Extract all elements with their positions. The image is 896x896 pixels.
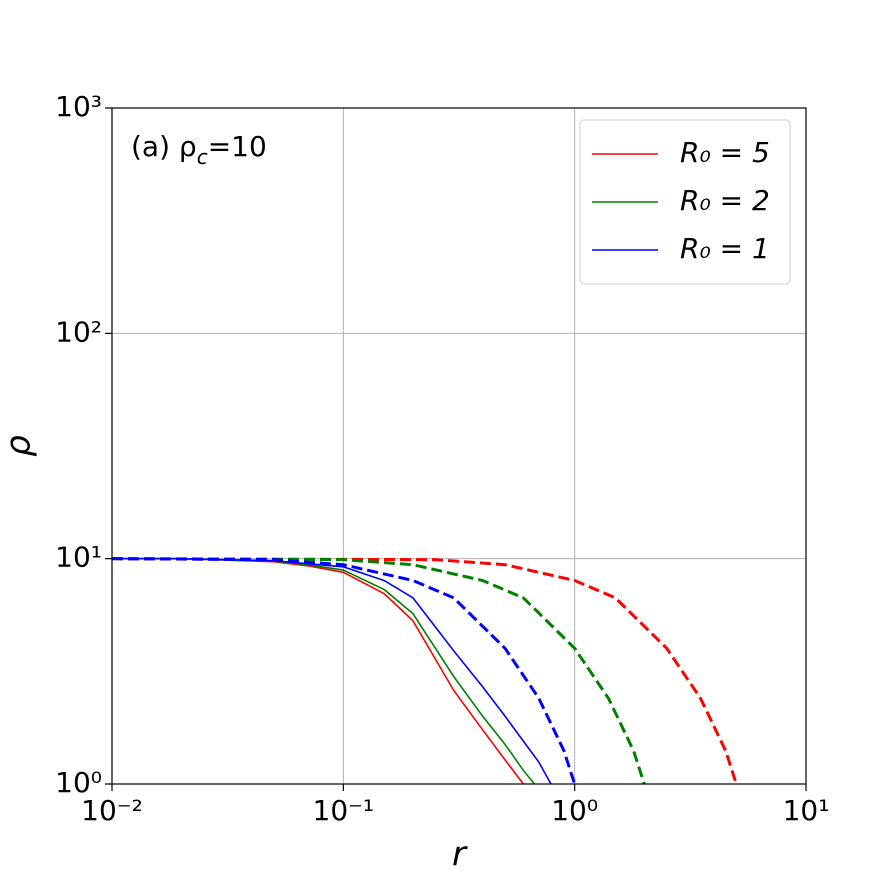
x-tick-label: 10⁻¹ — [313, 794, 375, 827]
x-tick-label: 10⁻² — [81, 794, 143, 827]
legend: R₀ = 5 R₀ = 2 R₀ = 1 — [579, 119, 791, 285]
x-tick-label: 10⁰ — [551, 794, 598, 827]
plot-frame — [111, 107, 807, 785]
legend-label: R₀ = 1 — [680, 232, 770, 265]
x-tick-label: 10¹ — [783, 794, 830, 827]
annotation-text: (a) ρ — [131, 130, 197, 163]
annotation: (a) ρc=10 — [131, 130, 267, 169]
y-tick-label: 10⁰ — [55, 766, 102, 799]
y-tick-label: 10² — [55, 315, 102, 348]
legend-label: R₀ = 2 — [680, 184, 770, 217]
dashed-line — [111, 557, 577, 785]
y-tick-label: 10¹ — [55, 541, 102, 574]
y-tick-label: 10³ — [55, 90, 102, 123]
legend-box — [579, 119, 791, 285]
annotation-subscript: c — [197, 145, 208, 169]
y-axis-label: ρ — [0, 435, 39, 457]
dashed-line — [111, 557, 646, 785]
annotation-suffix: =10 — [208, 130, 267, 163]
legend-label: R₀ = 5 — [680, 136, 770, 169]
x-axis-label: r — [452, 835, 468, 875]
dashed-line — [111, 557, 738, 785]
